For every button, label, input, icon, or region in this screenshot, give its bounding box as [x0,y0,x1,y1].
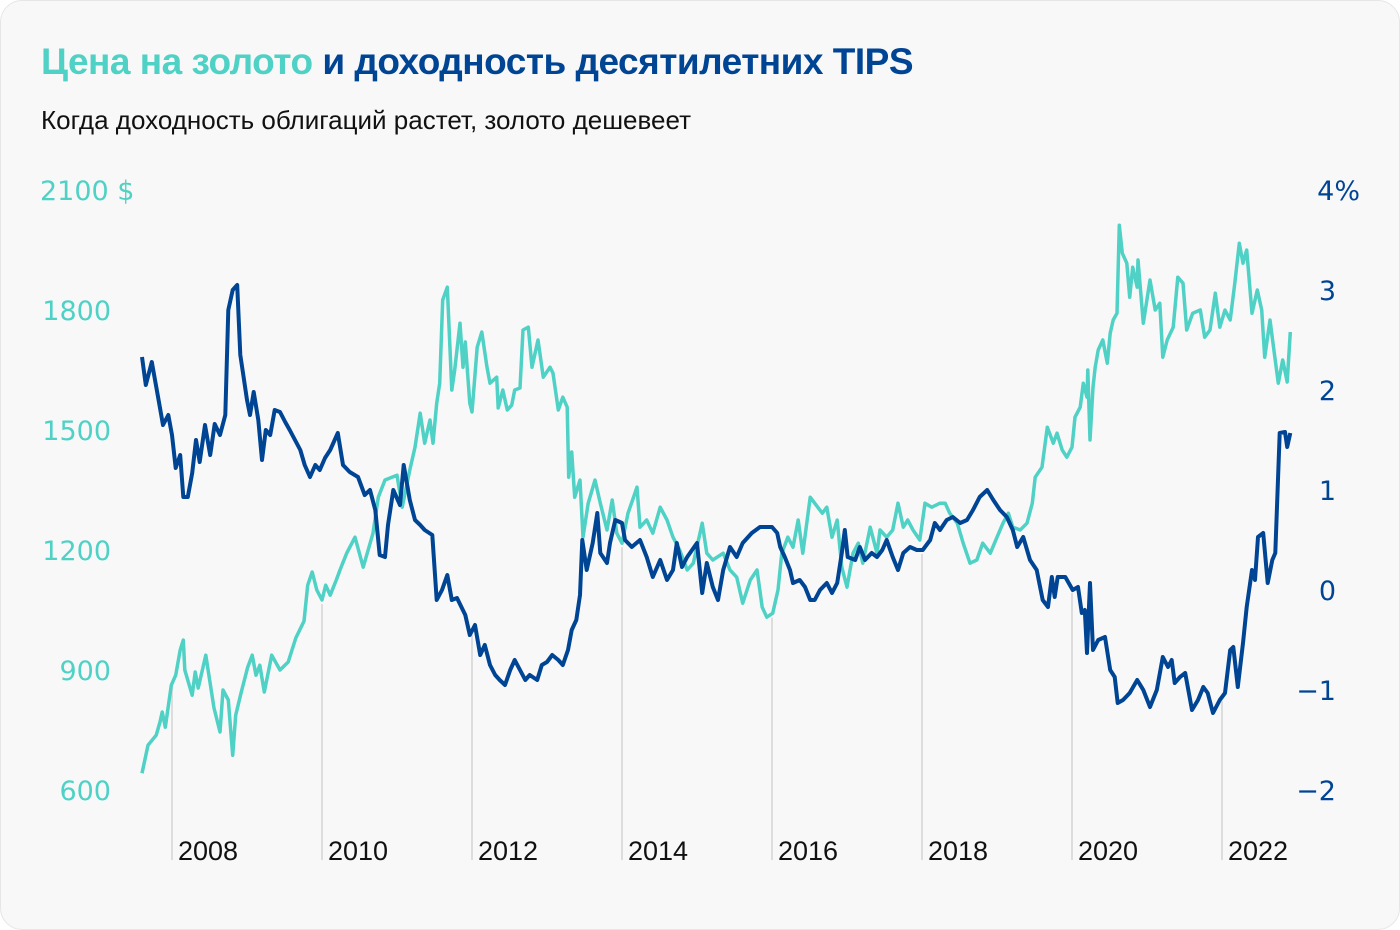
left-tick-label: 1200 [42,536,111,567]
x-tick-label: 2018 [928,836,988,866]
chart-subtitle: Когда доходность облигаций растет, золот… [41,105,691,135]
gold-price-line [140,223,1293,774]
x-tick-label: 2022 [1228,836,1288,866]
left-tick-label: 1800 [42,296,111,327]
right-tick-label: 1 [1319,476,1336,507]
title-gold-part: Цена на золото [41,41,313,82]
series-lines [140,223,1293,774]
right-tick-label: 2 [1319,376,1336,407]
title-tips-part: и доходность десятилетних TIPS [312,41,914,82]
left-tick-label: 900 [59,656,111,687]
tips-yield-line [140,283,1293,715]
left-tick-label: 2100 $ [40,176,134,207]
right-tick-label: −1 [1296,676,1336,707]
right-tick-label: 0 [1319,576,1336,607]
left-tick-label: 1500 [42,416,111,447]
right-axis-ticks: 4% 3 2 1 0 −1 −2 [1296,176,1360,807]
grid-lines [171,547,1223,860]
x-tick-label: 2016 [778,836,838,866]
left-axis-ticks: 2100 $ 1800 1500 1200 900 600 [40,176,134,807]
x-tick-label: 2010 [328,836,388,866]
right-tick-label: 3 [1319,276,1336,307]
right-tick-label: −2 [1296,776,1336,807]
x-axis-ticks: 2008 2010 2012 2014 2016 2018 2020 2022 [178,836,1288,866]
left-tick-label: 600 [59,776,111,807]
x-tick-label: 2020 [1078,836,1138,866]
chart-title: Цена на золото и доходность десятилетних… [41,41,914,83]
x-tick-label: 2012 [478,836,538,866]
x-tick-label: 2008 [178,836,238,866]
right-tick-label: 4% [1317,176,1360,207]
x-tick-label: 2014 [628,836,688,866]
